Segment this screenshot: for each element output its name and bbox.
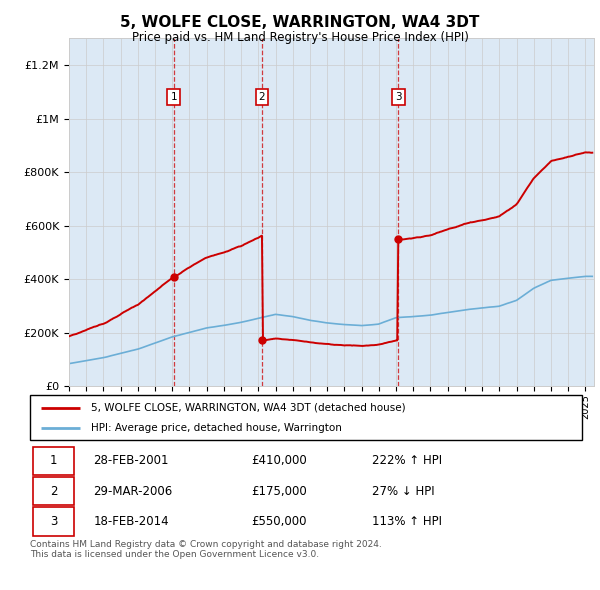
Text: 28-FEB-2001: 28-FEB-2001: [94, 454, 169, 467]
FancyBboxPatch shape: [30, 395, 582, 440]
Text: 3: 3: [50, 515, 57, 528]
Text: Contains HM Land Registry data © Crown copyright and database right 2024.
This d: Contains HM Land Registry data © Crown c…: [30, 540, 382, 559]
Text: 5, WOLFE CLOSE, WARRINGTON, WA4 3DT: 5, WOLFE CLOSE, WARRINGTON, WA4 3DT: [121, 15, 479, 30]
Text: 1: 1: [50, 454, 57, 467]
Text: 18-FEB-2014: 18-FEB-2014: [94, 515, 169, 528]
FancyBboxPatch shape: [33, 477, 74, 506]
Text: Price paid vs. HM Land Registry's House Price Index (HPI): Price paid vs. HM Land Registry's House …: [131, 31, 469, 44]
FancyBboxPatch shape: [33, 507, 74, 536]
Text: £550,000: £550,000: [251, 515, 307, 528]
Text: 29-MAR-2006: 29-MAR-2006: [94, 484, 173, 498]
Text: £175,000: £175,000: [251, 484, 307, 498]
Text: 27% ↓ HPI: 27% ↓ HPI: [372, 484, 435, 498]
Text: 3: 3: [395, 92, 401, 102]
Text: 222% ↑ HPI: 222% ↑ HPI: [372, 454, 442, 467]
Text: 113% ↑ HPI: 113% ↑ HPI: [372, 515, 442, 528]
Text: 2: 2: [50, 484, 57, 498]
Text: 1: 1: [170, 92, 177, 102]
Text: 5, WOLFE CLOSE, WARRINGTON, WA4 3DT (detached house): 5, WOLFE CLOSE, WARRINGTON, WA4 3DT (det…: [91, 403, 406, 412]
Text: HPI: Average price, detached house, Warrington: HPI: Average price, detached house, Warr…: [91, 424, 341, 434]
FancyBboxPatch shape: [33, 447, 74, 475]
Text: 2: 2: [259, 92, 265, 102]
Text: £410,000: £410,000: [251, 454, 307, 467]
